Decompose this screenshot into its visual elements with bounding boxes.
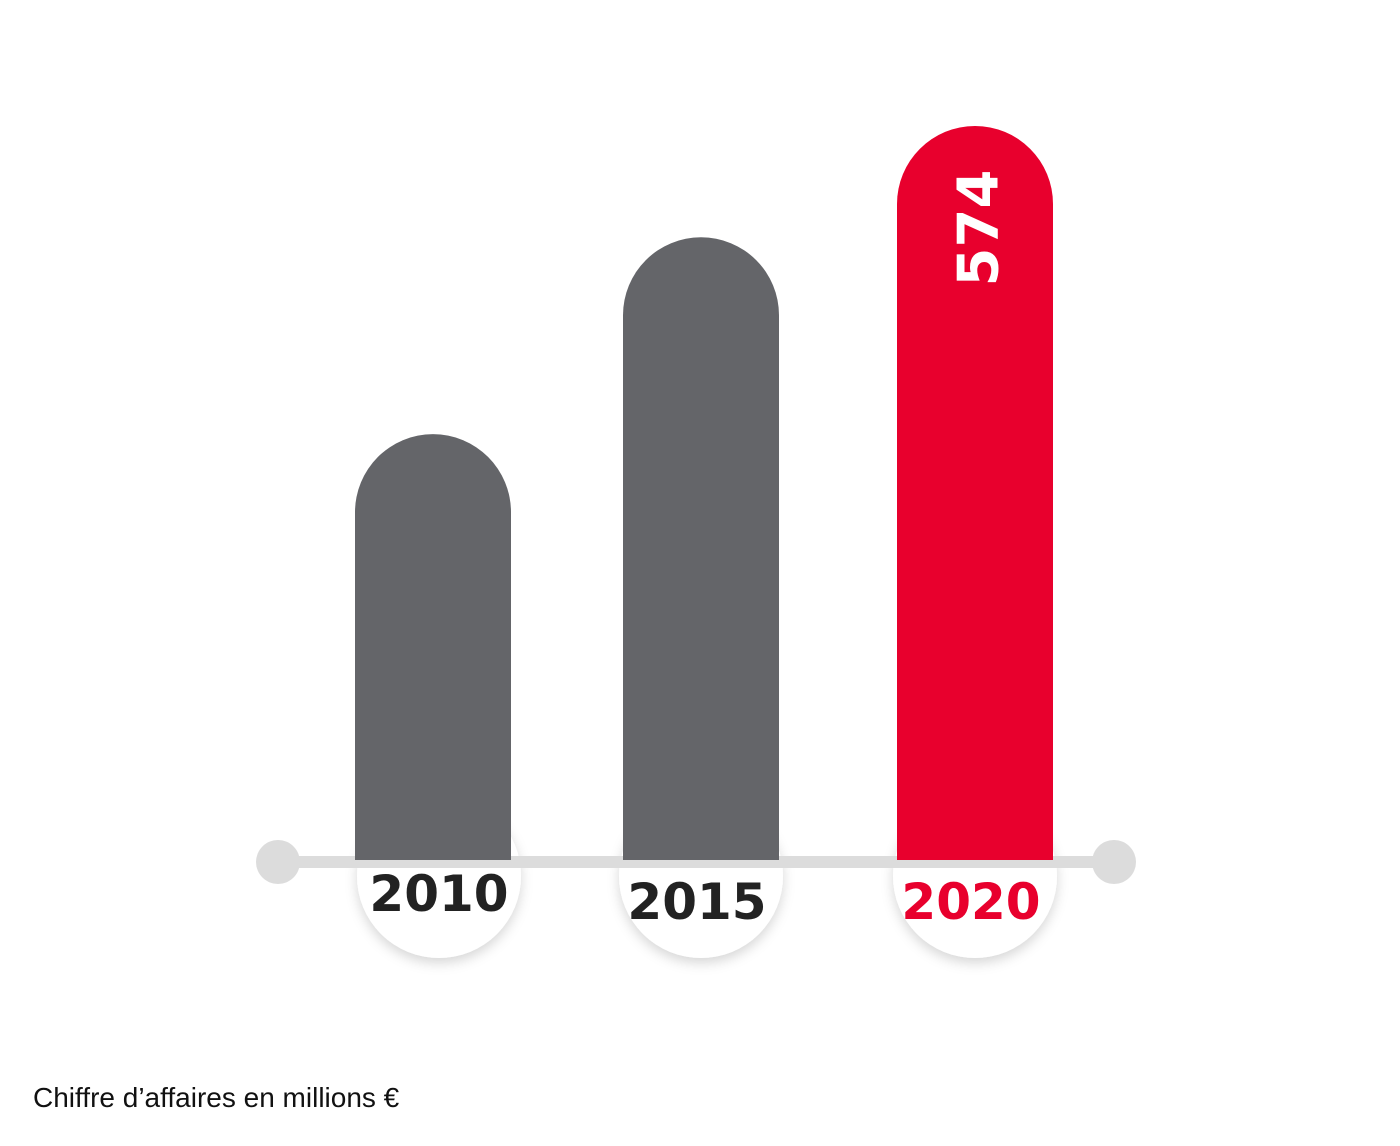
year-label-2010: 2010: [369, 865, 508, 923]
year-label-2020: 2020: [901, 873, 1040, 931]
labels: 2010 2015 2020 574: [369, 170, 1040, 931]
bar-2010: [355, 434, 511, 860]
value-label-2020: 574: [947, 170, 1012, 287]
axis-end-dot-right: [1092, 840, 1136, 884]
bar-2015: [623, 237, 779, 861]
year-label-2015: 2015: [627, 873, 766, 931]
revenue-bar-chart: 2010 2015 2020 574: [256, 126, 1136, 958]
chart-caption: Chiffre d’affaires en millions €: [33, 1082, 400, 1113]
bar-2020: [897, 126, 1053, 860]
axis-end-dot-left: [256, 840, 300, 884]
x-axis: [256, 840, 1136, 884]
bars: [355, 126, 1053, 861]
